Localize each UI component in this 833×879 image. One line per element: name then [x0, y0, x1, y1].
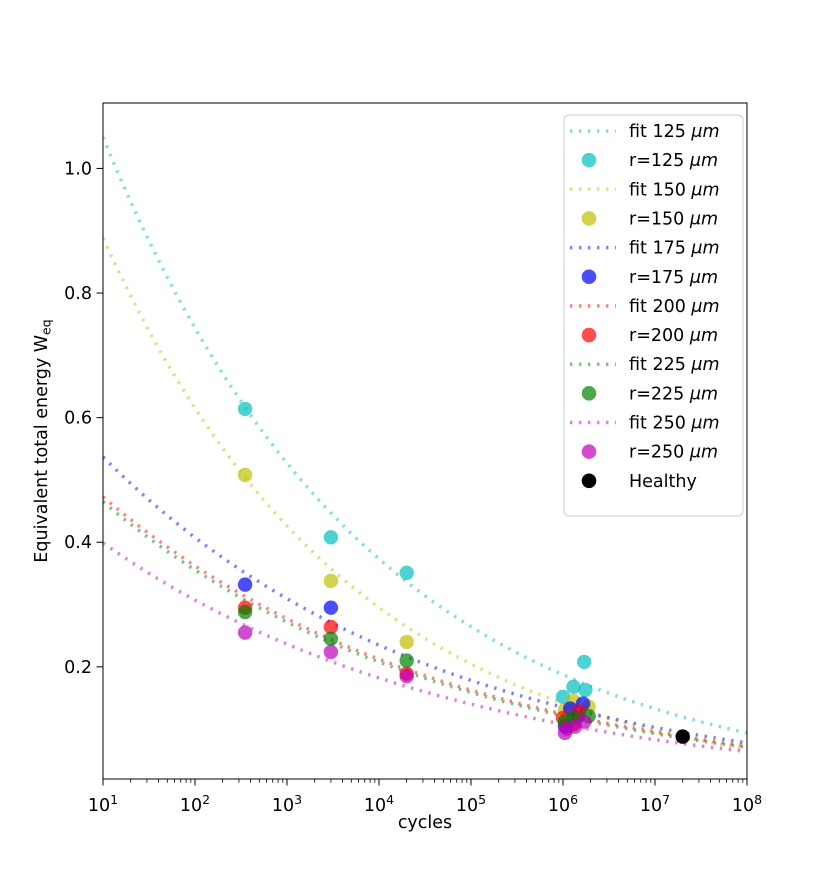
legend-label: fit 125 μm [629, 122, 720, 142]
scatter-point-r225 [399, 653, 414, 668]
legend-item-r-150: r=150 μm [581, 209, 718, 229]
scatter-point-r150 [399, 634, 414, 650]
fit-curve-225 [103, 500, 747, 749]
legend-item-fit-175: fit 175 μm [570, 239, 720, 259]
legend-label: r=175 μm [629, 268, 718, 288]
fit-curve-125 [103, 136, 747, 735]
legend-item-fit-225: fit 225 μm [570, 355, 720, 375]
scatter-point-r225 [323, 631, 339, 646]
scatter-point-r250 [399, 669, 414, 684]
legend-item-fit-125: fit 125 μm [570, 122, 720, 142]
y-axis-label-main: Equivalent total energy W [32, 335, 52, 563]
legend-item-r-125: r=125 μm [581, 151, 718, 171]
legend-label: r=250 μm [629, 443, 718, 463]
legend-label: fit 250 μm [629, 414, 720, 434]
legend-marker-sample [581, 473, 597, 489]
scatter-point-r125 [577, 654, 592, 670]
scatter-point-healthy [675, 729, 690, 744]
scatter-point-r225 [237, 604, 253, 620]
y-axis-label-subscript: eq [39, 319, 54, 335]
axes: 101 102 103 104 105 106 107 108 0.2 0.4 0.6 0.8 1.0 [64, 159, 762, 816]
legend-marker-sample [581, 386, 597, 401]
scatter-point-r175 [323, 600, 339, 615]
scatter-point-r250 [577, 714, 592, 729]
legend-item-fit-250: fit 250 μm [570, 414, 720, 434]
scatter-point-r125 [578, 682, 593, 698]
fit-curve-250 [103, 541, 747, 754]
scatter-point-r200 [323, 619, 339, 635]
scatter-point-r150 [323, 573, 339, 589]
legend-label: fit 200 μm [629, 297, 720, 317]
x-axis-label: cycles [398, 813, 452, 833]
scatter-point-r125 [566, 679, 581, 694]
scatter-point-r125 [323, 530, 339, 545]
x-tick-label: 101 [88, 792, 118, 816]
legend-label: r=225 μm [629, 384, 718, 404]
scatter-point-r150 [237, 467, 253, 483]
fit-curve-200 [103, 495, 747, 748]
y-axis-label: Equivalent total energy Weq [32, 319, 54, 562]
legend-label: fit 175 μm [629, 239, 720, 259]
legend: fit 125 μm r=125 μm fit 150 μm r=150 μm fit … [563, 114, 744, 517]
scatter-point-r175 [237, 577, 253, 592]
plot-area [103, 136, 747, 754]
x-tick-label: 103 [272, 792, 302, 816]
y-tick-label: 1.0 [64, 159, 92, 179]
y-tick-label: 0.8 [64, 284, 92, 304]
legend-label: fit 150 μm [629, 180, 720, 200]
scatter-point-r250 [237, 625, 253, 640]
x-tick-label: 102 [180, 792, 210, 816]
scatter-point-r125 [237, 401, 253, 417]
legend-item-fit-200: fit 200 μm [570, 297, 720, 317]
legend-item-r-225: r=225 μm [581, 384, 718, 404]
x-tick-label: 108 [732, 792, 762, 816]
x-tick-label: 104 [364, 792, 394, 816]
legend-item-r-250: r=250 μm [581, 443, 718, 463]
legend-item-r-200: r=200 μm [581, 326, 718, 346]
legend-label: r=200 μm [629, 326, 718, 346]
legend-marker-sample [581, 444, 597, 459]
legend-marker-sample [581, 152, 597, 168]
legend-marker-sample [581, 211, 597, 226]
x-tick-label: 105 [456, 792, 486, 816]
legend-label: r=150 μm [629, 209, 718, 229]
legend-item-healthy: Healthy [581, 472, 697, 492]
scatter-point-r250 [323, 644, 339, 660]
legend-item-fit-150: fit 150 μm [570, 180, 720, 200]
legend-marker-sample [581, 327, 597, 343]
legend-box [563, 114, 744, 517]
x-tick-label: 106 [548, 792, 578, 816]
x-tick-label: 107 [640, 792, 670, 816]
legend-label: r=125 μm [629, 151, 718, 171]
legend-marker-sample [581, 269, 597, 285]
legend-item-r-175: r=175 μm [581, 268, 718, 288]
legend-label: fit 225 μm [629, 355, 720, 375]
y-tick-label: 0.4 [64, 533, 92, 553]
y-tick-label: 0.6 [64, 409, 92, 429]
y-tick-label: 0.2 [64, 658, 92, 678]
scatter-point-r125 [399, 565, 414, 580]
legend-label: Healthy [629, 472, 697, 492]
plot-border [102, 102, 748, 780]
